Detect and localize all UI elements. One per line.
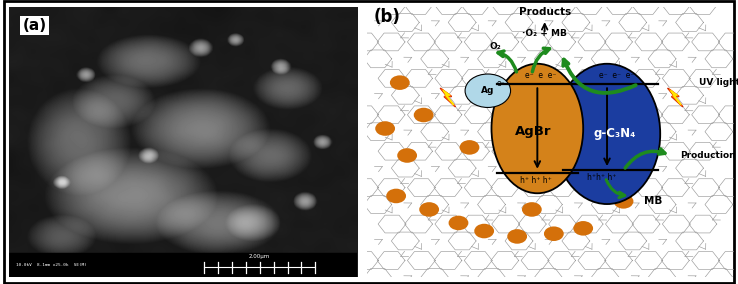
Text: Production: Production <box>680 151 736 160</box>
Text: MB: MB <box>644 196 662 206</box>
Circle shape <box>419 202 439 217</box>
Text: Ag: Ag <box>481 86 494 95</box>
Text: (b): (b) <box>374 8 401 26</box>
Circle shape <box>507 229 527 244</box>
Circle shape <box>465 74 511 107</box>
Text: h⁺h⁺ h⁺: h⁺h⁺ h⁺ <box>587 173 616 182</box>
Polygon shape <box>443 90 453 105</box>
Text: UV light: UV light <box>699 78 738 87</box>
Circle shape <box>475 224 494 238</box>
Text: AgBr: AgBr <box>515 125 552 138</box>
Circle shape <box>573 221 593 236</box>
Text: h⁺ h⁺ h⁺: h⁺ h⁺ h⁺ <box>520 176 551 185</box>
Circle shape <box>544 226 564 241</box>
Circle shape <box>522 202 542 217</box>
Circle shape <box>577 148 597 163</box>
Text: e⁻: e⁻ <box>497 80 505 89</box>
Text: e⁻  e⁻  e⁻: e⁻ e⁻ e⁻ <box>599 71 634 80</box>
Text: e⁻  e  e⁻: e⁻ e e⁻ <box>525 71 556 80</box>
Circle shape <box>397 148 417 163</box>
Circle shape <box>467 81 487 95</box>
Circle shape <box>596 86 615 101</box>
Text: (a): (a) <box>23 18 47 33</box>
Circle shape <box>460 140 480 155</box>
Text: ·O₂ + MB: ·O₂ + MB <box>523 29 567 38</box>
Circle shape <box>390 75 410 90</box>
Text: Products: Products <box>519 7 570 16</box>
Circle shape <box>414 108 433 122</box>
Circle shape <box>375 121 395 136</box>
Polygon shape <box>440 88 455 107</box>
Polygon shape <box>668 88 683 107</box>
Text: O₂: O₂ <box>489 42 501 51</box>
Polygon shape <box>441 89 455 106</box>
Bar <box>9 253 357 277</box>
Circle shape <box>533 100 553 114</box>
Circle shape <box>449 216 469 230</box>
Circle shape <box>386 189 406 203</box>
Ellipse shape <box>492 64 583 193</box>
Text: 2.00μm: 2.00μm <box>249 254 270 259</box>
Text: g-C₃N₄: g-C₃N₄ <box>593 128 635 140</box>
Text: 10.0kV  8.1mm x25.0k  SE(M): 10.0kV 8.1mm x25.0k SE(M) <box>15 263 86 267</box>
Polygon shape <box>671 90 681 105</box>
Circle shape <box>613 194 633 209</box>
Polygon shape <box>669 89 682 106</box>
Ellipse shape <box>554 64 661 204</box>
